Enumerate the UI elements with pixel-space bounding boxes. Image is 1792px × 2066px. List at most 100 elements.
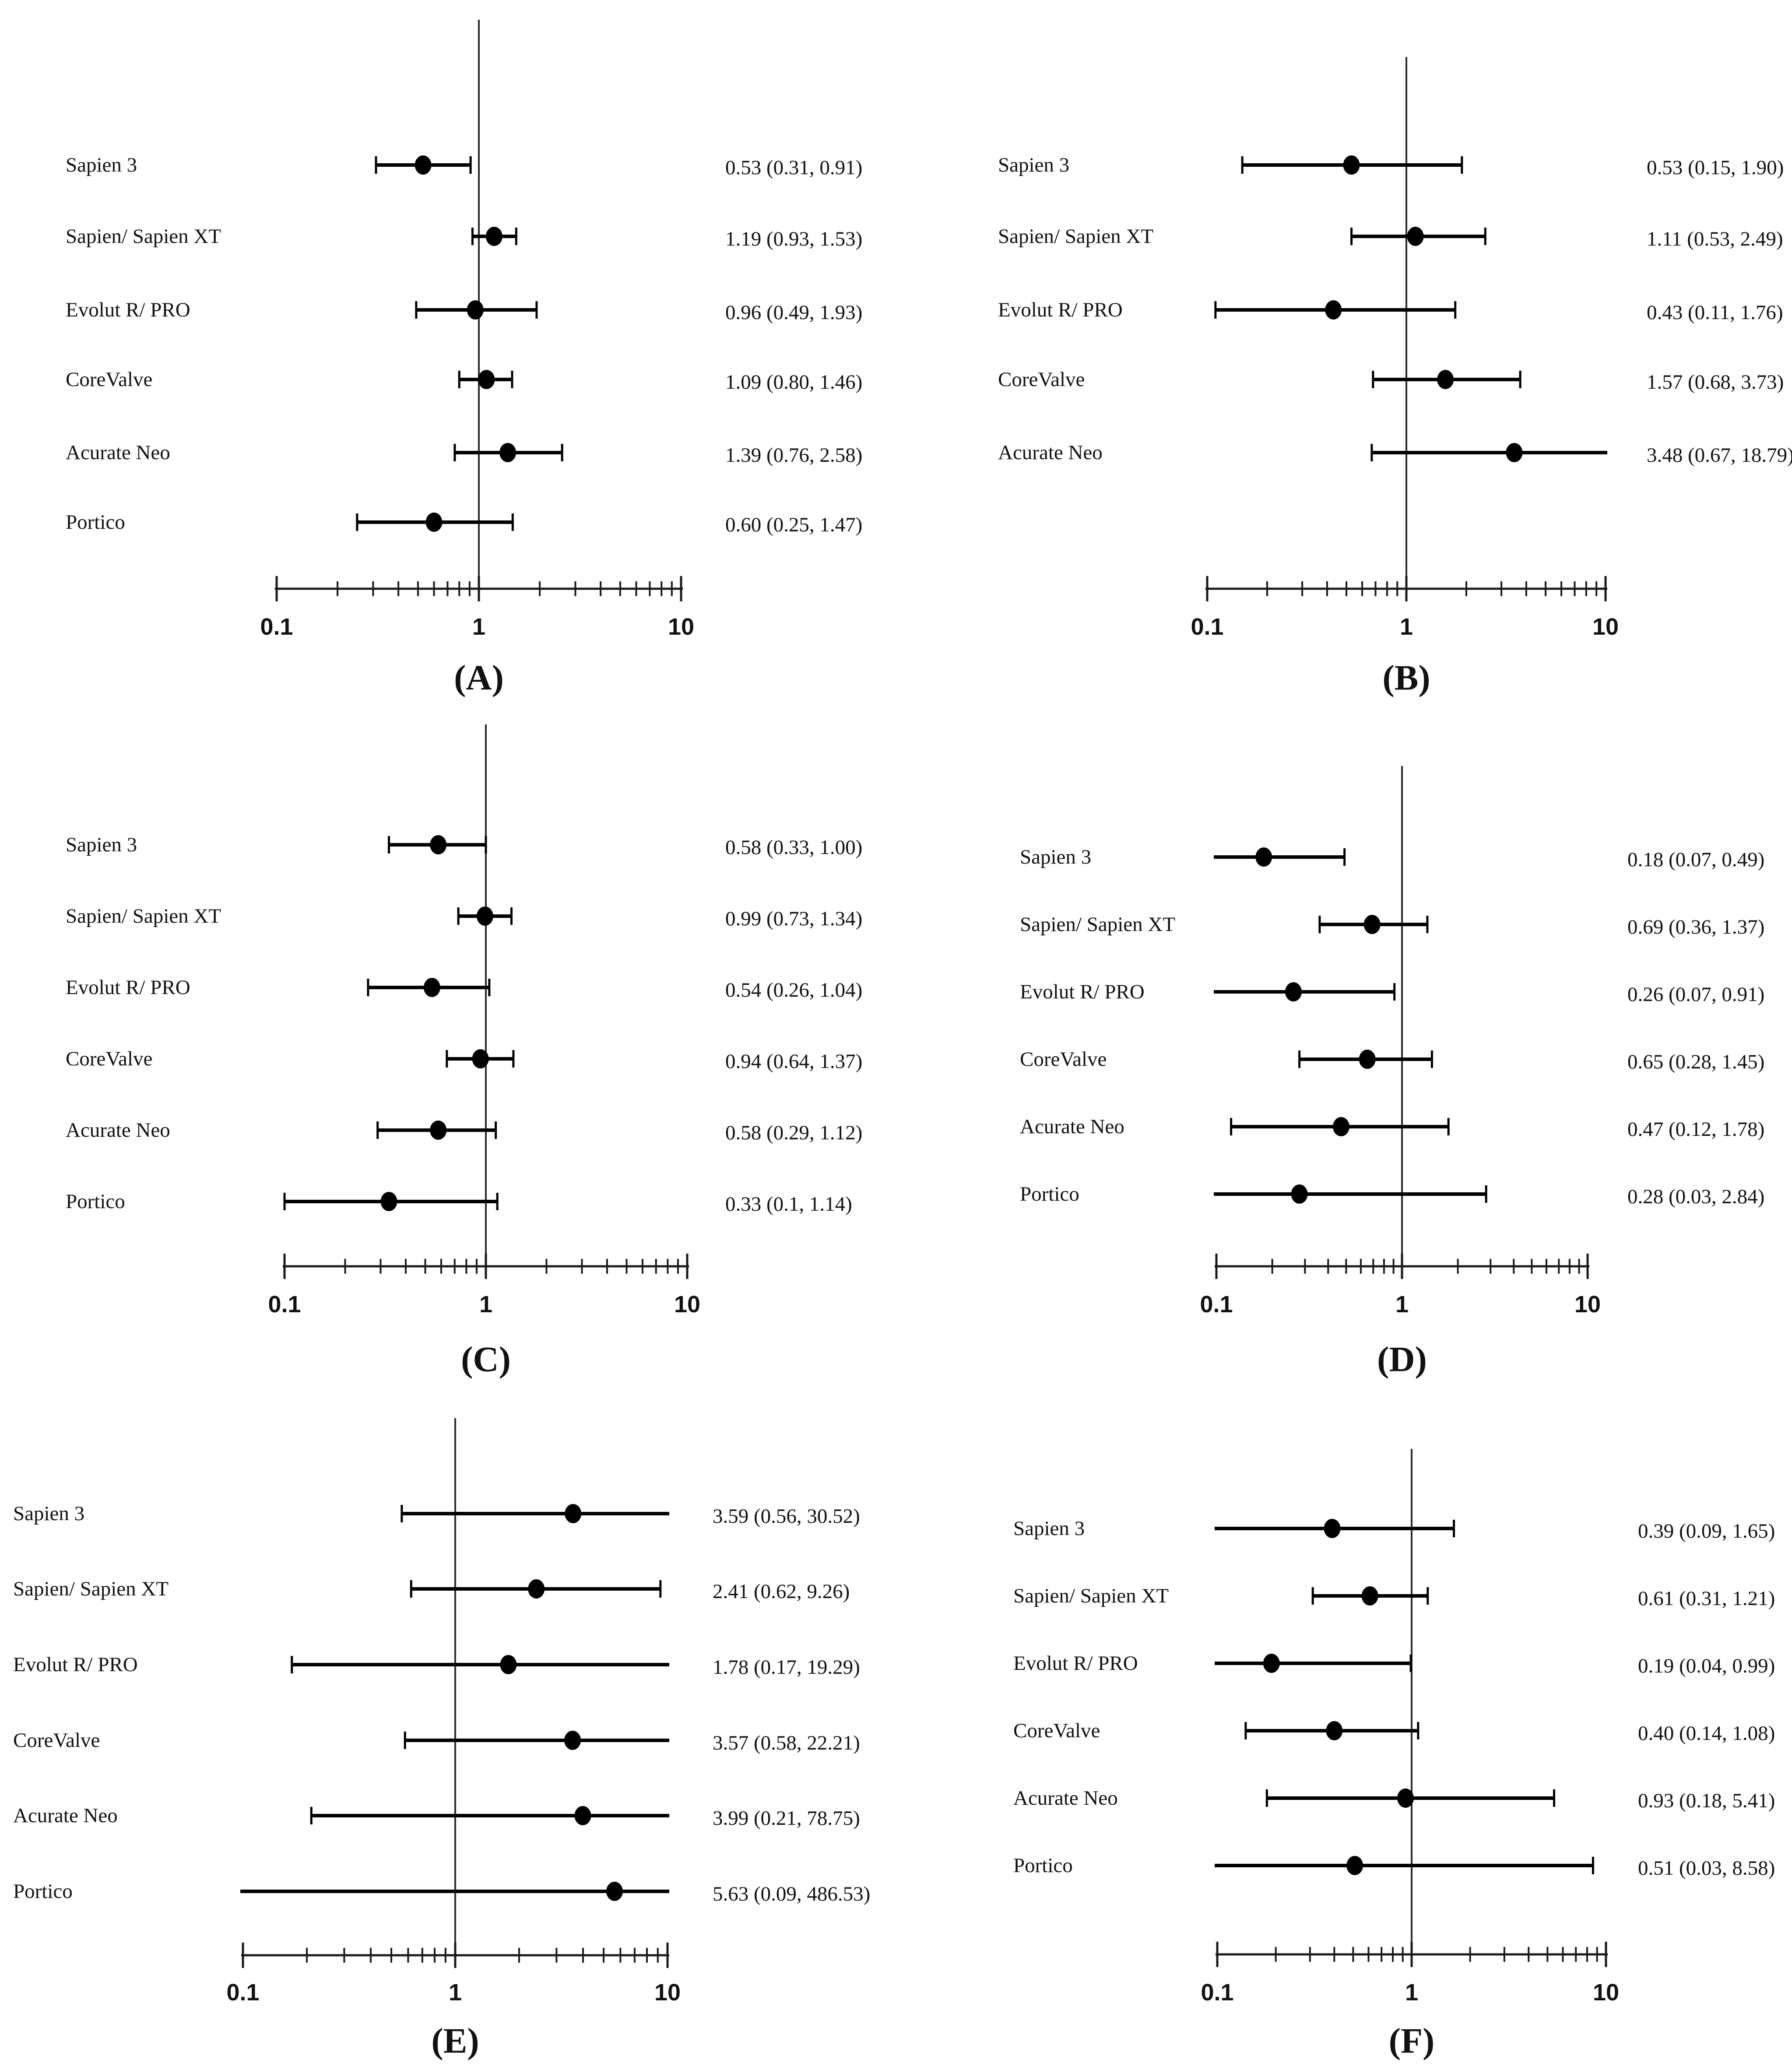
panel-b-value-sapien-sapien-xt: 1.11 (0.53, 2.49) bbox=[1647, 228, 1783, 250]
panel-b-value-sapien-3: 0.53 (0.15, 1.90) bbox=[1647, 156, 1784, 179]
panel-c-estimate-marker-portico bbox=[380, 1192, 397, 1211]
panel-e-row-label-sapien-sapien-xt: Sapien/ Sapien XT bbox=[13, 1578, 169, 1600]
panel-e-estimate-marker-corevalve bbox=[564, 1731, 581, 1750]
panel-c-value-acurate-neo: 0.58 (0.29, 1.12) bbox=[725, 1121, 862, 1144]
panel-e-estimate-marker-sapien-3 bbox=[565, 1504, 582, 1523]
panel-d-letter: (D) bbox=[1377, 1339, 1427, 1379]
panel-f-estimate-marker-sapien-3 bbox=[1324, 1519, 1341, 1538]
panel-c-axis-label-0.1: 0.1 bbox=[268, 1291, 301, 1318]
panel-b-row-label-evolut-r-pro: Evolut R/ PRO bbox=[998, 299, 1123, 321]
panel-e-axis-label-1: 1 bbox=[449, 1979, 462, 2006]
panel-a-value-sapien-3: 0.53 (0.31, 0.91) bbox=[725, 156, 862, 179]
panel-e-row-label-evolut-r-pro: Evolut R/ PRO bbox=[13, 1653, 138, 1676]
panel-a-axis-label-1: 1 bbox=[472, 614, 485, 640]
panel-d-estimate-marker-portico bbox=[1291, 1184, 1308, 1204]
panel-e-estimate-marker-acurate-neo bbox=[574, 1806, 591, 1825]
panel-e-value-evolut-r-pro: 1.78 (0.17, 19.29) bbox=[713, 1656, 860, 1679]
panel-a-estimate-marker-sapien-3 bbox=[415, 155, 432, 175]
panel-b-estimate-marker-acurate-neo bbox=[1506, 443, 1523, 462]
panel-e-letter: (E) bbox=[431, 2021, 479, 2061]
panel-d-row-label-sapien-sapien-xt: Sapien/ Sapien XT bbox=[1020, 913, 1175, 936]
panel-b-estimate-marker-evolut-r-pro bbox=[1325, 300, 1342, 320]
panel-f-row-label-sapien-sapien-xt: Sapien/ Sapien XT bbox=[1013, 1585, 1169, 1607]
panel-b-row-label-acurate-neo: Acurate Neo bbox=[998, 441, 1103, 464]
panel-d-axis-label-0.1: 0.1 bbox=[1200, 1291, 1233, 1318]
panel-a-estimate-marker-corevalve bbox=[478, 370, 495, 389]
panel-c-value-evolut-r-pro: 0.54 (0.26, 1.04) bbox=[725, 979, 862, 1001]
panel-c-row-label-sapien-sapien-xt: Sapien/ Sapien XT bbox=[66, 905, 221, 928]
panel-b-axis-label-10: 10 bbox=[1592, 614, 1619, 640]
panel-d-row-label-sapien-3: Sapien 3 bbox=[1020, 846, 1091, 868]
panel-b-value-corevalve: 1.57 (0.68, 3.73) bbox=[1647, 371, 1784, 394]
panel-e-row-label-corevalve: CoreValve bbox=[13, 1729, 100, 1752]
panel-d-estimate-marker-sapien-3 bbox=[1255, 847, 1272, 867]
panel-d-value-portico: 0.28 (0.03, 2.84) bbox=[1627, 1185, 1764, 1208]
panel-e-axis-label-10: 10 bbox=[654, 1979, 681, 2006]
panel-d-value-sapien-sapien-xt: 0.69 (0.36, 1.37) bbox=[1627, 916, 1764, 938]
panel-a-row-label-evolut-r-pro: Evolut R/ PRO bbox=[66, 299, 190, 321]
panel-b-axis-label-1: 1 bbox=[1400, 614, 1413, 640]
panel-f-value-portico: 0.51 (0.03, 8.58) bbox=[1638, 1857, 1775, 1880]
panel-e-value-sapien-3: 3.59 (0.56, 30.52) bbox=[713, 1505, 860, 1528]
panel-d-row-label-acurate-neo: Acurate Neo bbox=[1020, 1115, 1124, 1138]
panel-f-estimate-marker-sapien-sapien-xt bbox=[1361, 1586, 1378, 1606]
panel-a-estimate-marker-portico bbox=[425, 513, 443, 532]
panel-b-row-label-corevalve: CoreValve bbox=[998, 368, 1085, 391]
panel-e-row-label-acurate-neo: Acurate Neo bbox=[13, 1804, 118, 1827]
panel-a-estimate-marker-sapien-sapien-xt bbox=[485, 227, 502, 246]
panel-b-row-label-sapien-sapien-xt: Sapien/ Sapien XT bbox=[998, 225, 1153, 248]
panel-a-row-label-corevalve: CoreValve bbox=[66, 368, 152, 391]
panel-c-estimate-marker-acurate-neo bbox=[430, 1121, 447, 1140]
panel-c-value-corevalve: 0.94 (0.64, 1.37) bbox=[725, 1050, 862, 1073]
panel-c-axis-label-1: 1 bbox=[479, 1291, 492, 1318]
panel-c-row-label-sapien-3: Sapien 3 bbox=[66, 833, 137, 856]
panel-e-row-label-portico: Portico bbox=[13, 1880, 73, 1903]
panel-e-value-sapien-sapien-xt: 2.41 (0.62, 9.26) bbox=[713, 1580, 850, 1603]
panel-f-estimate-marker-corevalve bbox=[1326, 1721, 1343, 1740]
panel-e-row-label-sapien-3: Sapien 3 bbox=[13, 1502, 84, 1525]
panel-d-axis-label-1: 1 bbox=[1395, 1291, 1409, 1318]
panel-c-value-portico: 0.33 (0.1, 1.14) bbox=[725, 1193, 852, 1216]
panel-c-value-sapien-3: 0.58 (0.33, 1.00) bbox=[725, 836, 862, 859]
panel-e-estimate-marker-sapien-sapien-xt bbox=[528, 1579, 545, 1599]
panel-d-row-label-portico: Portico bbox=[1020, 1183, 1079, 1205]
panel-b-estimate-marker-corevalve bbox=[1437, 370, 1454, 389]
panel-c-row-label-portico: Portico bbox=[66, 1190, 125, 1213]
panel-f-estimate-marker-portico bbox=[1346, 1856, 1363, 1875]
panel-f-letter: (F) bbox=[1389, 2021, 1435, 2061]
panel-c-row-label-acurate-neo: Acurate Neo bbox=[66, 1119, 170, 1142]
panel-c-estimate-marker-corevalve bbox=[472, 1049, 489, 1068]
panel-e-value-acurate-neo: 3.99 (0.21, 78.75) bbox=[713, 1807, 860, 1830]
panel-b-letter: (B) bbox=[1382, 658, 1430, 698]
panel-f-row-label-corevalve: CoreValve bbox=[1013, 1719, 1100, 1742]
panel-f-value-sapien-3: 0.39 (0.09, 1.65) bbox=[1638, 1520, 1775, 1542]
panel-a-row-label-acurate-neo: Acurate Neo bbox=[66, 441, 170, 464]
panel-d-estimate-marker-corevalve bbox=[1359, 1050, 1376, 1069]
panel-f-value-sapien-sapien-xt: 0.61 (0.31, 1.21) bbox=[1638, 1587, 1775, 1610]
panel-a-row-label-sapien-sapien-xt: Sapien/ Sapien XT bbox=[66, 225, 221, 248]
panel-a-value-acurate-neo: 1.39 (0.76, 2.58) bbox=[725, 444, 862, 467]
panel-a-row-label-sapien-3: Sapien 3 bbox=[66, 154, 137, 176]
panel-f-row-label-acurate-neo: Acurate Neo bbox=[1013, 1787, 1118, 1810]
panel-f-row-label-evolut-r-pro: Evolut R/ PRO bbox=[1013, 1652, 1138, 1675]
panel-c-estimate-marker-evolut-r-pro bbox=[423, 978, 440, 997]
panel-e-estimate-marker-portico bbox=[606, 1882, 623, 1901]
panel-a-value-corevalve: 1.09 (0.80, 1.46) bbox=[725, 371, 862, 394]
panel-e-estimate-marker-evolut-r-pro bbox=[500, 1655, 517, 1674]
panel-f-axis-label-10: 10 bbox=[1593, 1979, 1619, 2006]
panel-d-estimate-marker-evolut-r-pro bbox=[1285, 982, 1302, 1001]
panel-f-axis-label-0.1: 0.1 bbox=[1201, 1979, 1233, 2006]
panel-e-axis-label-0.1: 0.1 bbox=[226, 1979, 259, 2006]
panel-d-axis-label-10: 10 bbox=[1574, 1291, 1601, 1318]
panel-b-estimate-marker-sapien-3 bbox=[1343, 155, 1360, 175]
panel-f-row-label-sapien-3: Sapien 3 bbox=[1013, 1517, 1085, 1540]
panel-c-axis-label-10: 10 bbox=[674, 1291, 700, 1318]
panel-f-axis-label-1: 1 bbox=[1405, 1979, 1418, 2006]
panel-a-estimate-marker-evolut-r-pro bbox=[467, 300, 484, 320]
panel-d-row-label-corevalve: CoreValve bbox=[1020, 1048, 1107, 1071]
panel-f-value-corevalve: 0.40 (0.14, 1.08) bbox=[1638, 1722, 1775, 1745]
panel-a-letter: (A) bbox=[454, 658, 504, 698]
panel-a-value-portico: 0.60 (0.25, 1.47) bbox=[725, 513, 862, 536]
